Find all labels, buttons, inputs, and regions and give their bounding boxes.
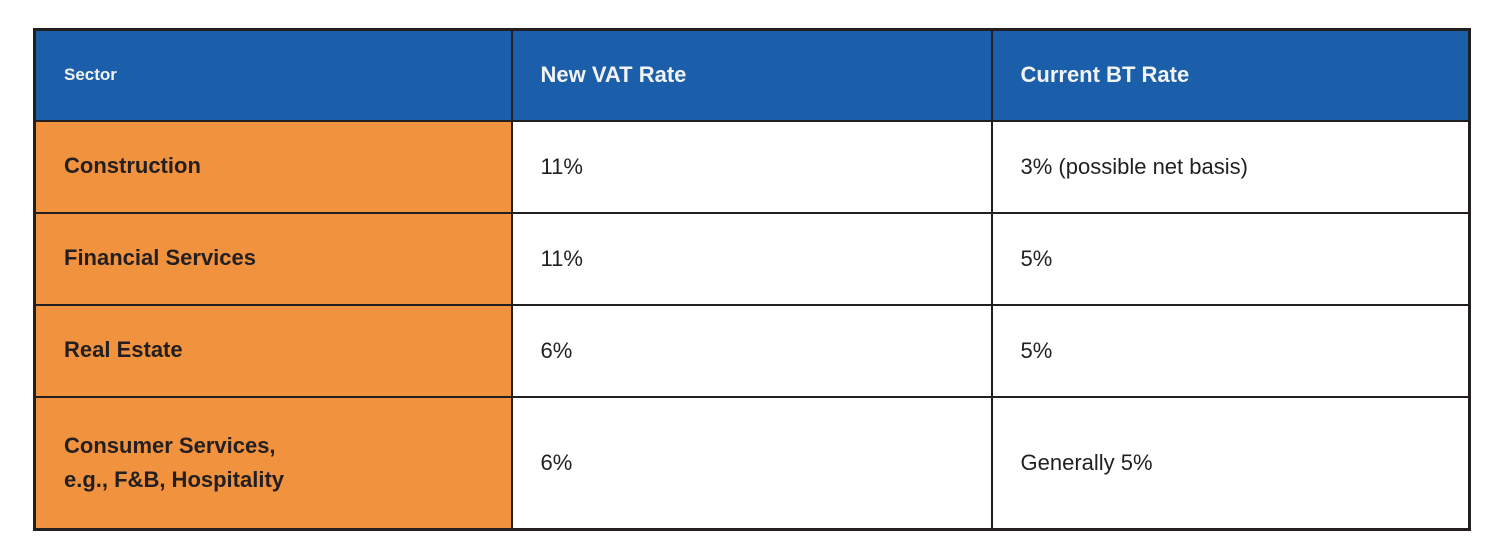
current-bt-rate-cell: Generally 5%	[990, 395, 1471, 531]
current-bt-rate-cell: 5%	[990, 211, 1471, 306]
header-cell-new-vat-rate: New VAT Rate	[510, 28, 993, 122]
header-cell-sector: Sector	[33, 28, 513, 122]
sector-cell: Real Estate	[33, 303, 513, 398]
table-row-construction: Construction 11% 3% (possible net basis)	[33, 119, 1471, 214]
sector-cell: Construction	[33, 119, 513, 214]
table-row-real-estate: Real Estate 6% 5%	[33, 303, 1471, 398]
header-cell-current-bt-rate: Current BT Rate	[990, 28, 1471, 122]
rate-comparison-table: Sector New VAT Rate Current BT Rate Cons…	[33, 28, 1471, 531]
new-vat-rate-cell: 11%	[510, 211, 993, 306]
current-bt-rate-cell: 3% (possible net basis)	[990, 119, 1471, 214]
table-header-row: Sector New VAT Rate Current BT Rate	[33, 28, 1471, 122]
sector-cell: Consumer Services, e.g., F&B, Hospitalit…	[33, 395, 513, 531]
table-row-financial-services: Financial Services 11% 5%	[33, 211, 1471, 306]
rate-comparison-table-container: Sector New VAT Rate Current BT Rate Cons…	[33, 28, 1471, 531]
current-bt-rate-cell: 5%	[990, 303, 1471, 398]
new-vat-rate-cell: 6%	[510, 395, 993, 531]
sector-cell: Financial Services	[33, 211, 513, 306]
table-row-consumer-services: Consumer Services, e.g., F&B, Hospitalit…	[33, 395, 1471, 531]
new-vat-rate-cell: 6%	[510, 303, 993, 398]
new-vat-rate-cell: 11%	[510, 119, 993, 214]
